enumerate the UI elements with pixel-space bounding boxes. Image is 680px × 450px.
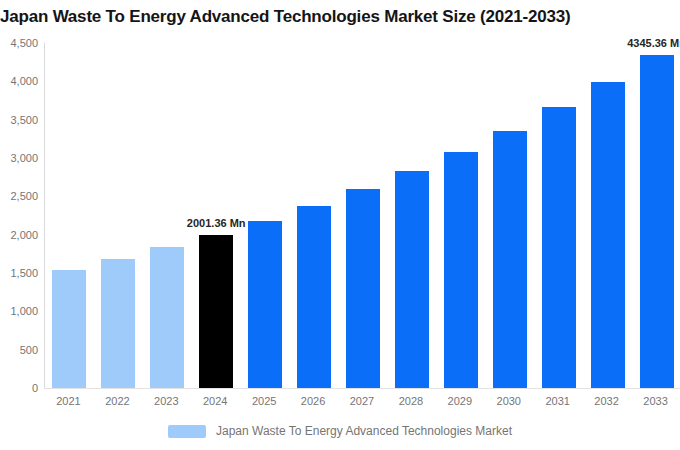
x-tick-label: 2021 (44, 395, 93, 408)
x-tick-label: 2028 (386, 395, 435, 408)
x-tick-label: 2026 (289, 395, 338, 408)
bar-2027 (346, 189, 380, 388)
y-tick-label: 4,500 (10, 37, 38, 49)
y-tick-label: 1,500 (10, 267, 38, 279)
y-tick-label: 2,000 (10, 229, 38, 241)
y-tick-label: 0 (32, 382, 38, 394)
x-tick-label: 2033 (631, 395, 680, 408)
bar-value-label: 2001.36 Mn (187, 217, 246, 230)
x-axis: 2021202220232024202520262027202820292030… (44, 395, 680, 409)
bar-2032 (591, 82, 625, 388)
y-tick-label: 3,500 (10, 114, 38, 126)
legend-item[interactable]: Japan Waste To Energy Advanced Technolog… (0, 424, 680, 438)
y-tick-label: 500 (20, 344, 38, 356)
bar-2021 (52, 270, 86, 388)
plot-area: 2001.36 Mn4345.36 Mn (44, 43, 680, 389)
x-tick-label: 2030 (484, 395, 533, 408)
y-tick-label: 3,000 (10, 152, 38, 164)
y-tick-label: 1,000 (10, 305, 38, 317)
bar-2030 (493, 131, 527, 388)
y-axis: 0 500 1,000 1,500 2,000 2,500 3,000 3,500 4,000 4… (0, 0, 38, 450)
bar-2033 (640, 55, 674, 388)
x-tick-label: 2032 (582, 395, 631, 408)
x-tick-label: 2024 (191, 395, 240, 408)
bar-2022 (101, 259, 135, 388)
bar-2028 (395, 171, 429, 388)
bar-2029 (444, 152, 478, 388)
x-tick-label: 2027 (338, 395, 387, 408)
bar-2024 (199, 235, 233, 388)
chart-container: Japan Waste To Energy Advanced Technolog… (0, 0, 680, 450)
bar-2026 (297, 206, 331, 388)
bar-2023 (150, 247, 184, 388)
chart-title: Japan Waste To Energy Advanced Technolog… (0, 7, 570, 27)
y-tick-label: 2,500 (10, 190, 38, 202)
y-tick-label: 4,000 (10, 75, 38, 87)
legend-label: Japan Waste To Energy Advanced Technolog… (216, 424, 512, 438)
x-tick-label: 2022 (93, 395, 142, 408)
bar-2031 (542, 107, 576, 388)
x-tick-label: 2029 (435, 395, 484, 408)
bar-2025 (248, 221, 282, 388)
x-tick-label: 2023 (142, 395, 191, 408)
x-tick-label: 2031 (533, 395, 582, 408)
x-tick-label: 2025 (240, 395, 289, 408)
legend-swatch (168, 425, 206, 438)
bar-value-label: 4345.36 Mn (627, 37, 680, 50)
